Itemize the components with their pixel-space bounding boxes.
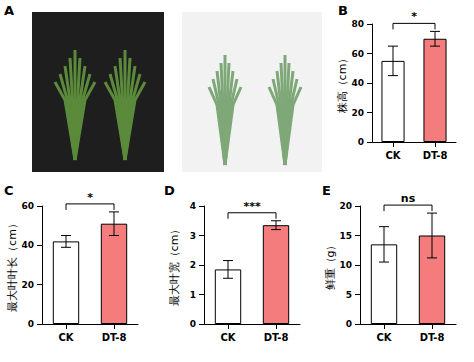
svg-text:20: 20 — [351, 108, 364, 118]
svg-text:10: 10 — [339, 260, 352, 270]
svg-text:80: 80 — [351, 19, 364, 29]
svg-text:E: E — [322, 183, 331, 198]
svg-text:CK: CK — [385, 150, 401, 161]
svg-text:最大叶宽（cm）: 最大叶宽（cm） — [168, 224, 181, 307]
svg-text:鲜重（g）: 鲜重（g） — [324, 240, 337, 291]
svg-text:0: 0 — [346, 319, 352, 329]
svg-text:0: 0 — [190, 319, 196, 329]
svg-text:最大叶叶长（cm）: 最大叶叶长（cm） — [6, 218, 19, 312]
svg-text:CK: CK — [58, 332, 74, 343]
svg-text:20: 20 — [21, 280, 34, 290]
svg-text:60: 60 — [351, 49, 364, 59]
svg-text:B: B — [338, 3, 348, 18]
svg-text:*: * — [411, 10, 417, 23]
svg-text:株高（cm）: 株高（cm） — [336, 53, 349, 115]
svg-text:D: D — [164, 183, 175, 198]
svg-text:40: 40 — [21, 240, 34, 250]
svg-text:*: * — [87, 191, 93, 204]
svg-text:5: 5 — [346, 290, 352, 300]
svg-text:15: 15 — [339, 231, 352, 241]
svg-text:DT-8: DT-8 — [102, 332, 127, 343]
svg-text:DT-8: DT-8 — [264, 332, 289, 343]
svg-text:60: 60 — [21, 201, 34, 211]
svg-text:ns: ns — [401, 192, 416, 205]
svg-text:***: *** — [243, 200, 261, 213]
svg-text:CK: CK — [220, 332, 236, 343]
svg-text:0: 0 — [28, 319, 34, 329]
svg-text:DT-8: DT-8 — [420, 332, 445, 343]
svg-text:2: 2 — [190, 260, 196, 270]
svg-text:A: A — [4, 3, 14, 18]
svg-text:20: 20 — [339, 201, 352, 211]
svg-text:4: 4 — [190, 201, 196, 211]
svg-text:40: 40 — [351, 78, 364, 88]
svg-text:0: 0 — [358, 137, 364, 147]
svg-text:DT-8: DT-8 — [423, 150, 448, 161]
svg-text:CK: CK — [376, 332, 392, 343]
svg-text:C: C — [4, 183, 14, 198]
svg-text:3: 3 — [190, 231, 196, 241]
svg-text:1: 1 — [190, 290, 196, 300]
